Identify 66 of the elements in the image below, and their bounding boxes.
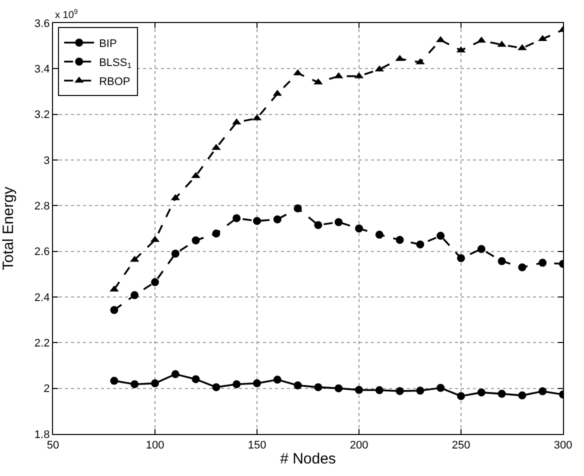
point <box>396 387 404 396</box>
point <box>212 230 220 238</box>
x-tick-label: 250 <box>452 439 470 452</box>
point <box>375 386 384 394</box>
point <box>212 383 220 392</box>
point <box>171 370 180 378</box>
point <box>457 254 465 262</box>
point <box>538 387 547 396</box>
x-tick-label: 100 <box>146 439 164 452</box>
point <box>538 258 547 267</box>
x-axis-title: # Nodes <box>280 450 336 468</box>
y-tick-label: 3.2 <box>34 109 50 122</box>
point <box>294 381 302 390</box>
y-axis-title: Total Energy <box>0 186 17 270</box>
text: x 10$^{9}$ <box>55 9 78 22</box>
point <box>192 236 200 244</box>
point <box>457 392 465 400</box>
point <box>396 236 404 244</box>
point <box>355 386 363 394</box>
point <box>334 384 343 392</box>
y-tick-label: 2.8 <box>34 200 50 213</box>
point <box>232 380 241 388</box>
x-tick-label: 150 <box>248 439 266 452</box>
y-tick-label: 1.8 <box>34 428 50 441</box>
legend-label: RBOP <box>99 76 130 88</box>
point <box>110 306 118 314</box>
point <box>436 384 445 392</box>
point <box>477 388 486 396</box>
y-tick-label: 2.6 <box>34 246 50 258</box>
point <box>498 390 506 398</box>
point <box>334 218 343 226</box>
point <box>110 376 118 385</box>
point <box>355 224 363 232</box>
point <box>416 240 424 248</box>
point <box>477 245 486 254</box>
point <box>518 391 526 400</box>
point <box>314 221 322 230</box>
point <box>192 375 200 384</box>
point <box>151 379 159 388</box>
y-tick-label: 3 <box>44 154 50 167</box>
point <box>151 278 159 286</box>
point <box>314 383 322 392</box>
legend-label: BLSS$_{1}$ <box>99 56 132 70</box>
point <box>518 263 526 272</box>
point <box>253 379 261 388</box>
point <box>171 250 180 258</box>
y-tick-label: 3.6 <box>34 18 50 30</box>
y-tick-label: 2.4 <box>34 292 50 304</box>
legend-label: BIP <box>99 38 117 50</box>
point <box>294 204 302 212</box>
y-tick-label: 2.2 <box>34 338 50 350</box>
point <box>253 216 261 225</box>
point <box>498 257 506 266</box>
x-tick-label: 200 <box>350 439 368 452</box>
point <box>273 376 282 384</box>
point <box>416 386 424 395</box>
point <box>130 291 139 300</box>
x-tick-label: 300 <box>554 439 572 452</box>
x-tick-label: 50 <box>46 439 60 452</box>
y-tick-label: 3.4 <box>34 64 50 76</box>
point <box>232 214 241 222</box>
point <box>375 230 384 239</box>
point <box>273 215 282 224</box>
y-tick-label: 2 <box>44 383 50 396</box>
point <box>130 380 139 388</box>
point <box>436 232 445 240</box>
